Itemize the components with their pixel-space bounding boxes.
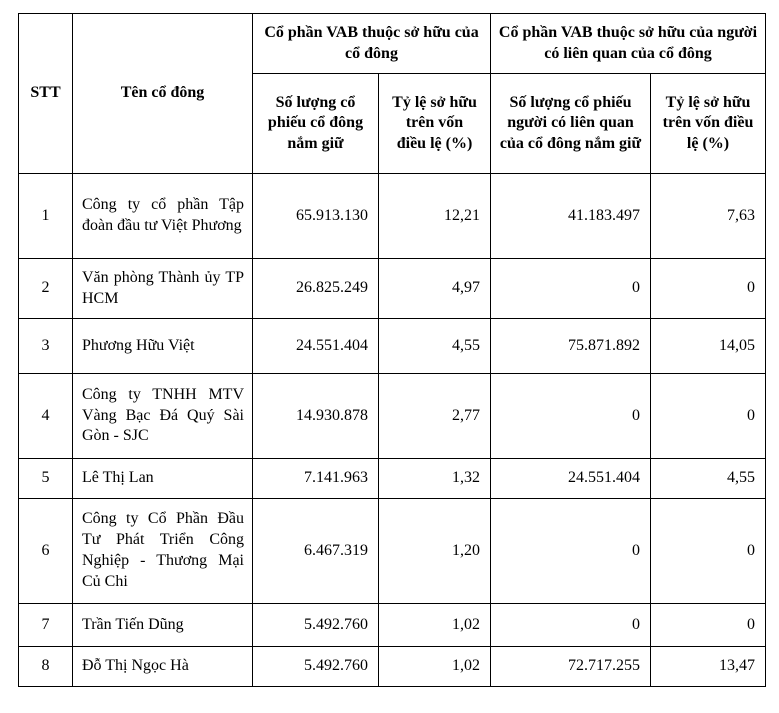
shares-cell: 7.141.963 xyxy=(252,458,379,499)
stt-cell: 6 xyxy=(18,498,73,604)
stt-cell: 1 xyxy=(18,173,73,259)
shares-cell: 5.492.760 xyxy=(252,646,379,687)
shareholder-name-cell: Phương Hữu Việt xyxy=(72,318,253,374)
table-row: 6 Công ty Cổ Phần Đầu Tư Phát Triển Công… xyxy=(18,498,767,604)
shares-cell: 24.551.404 xyxy=(252,318,379,374)
shareholder-name-cell: Văn phòng Thành ủy TP HCM xyxy=(72,258,253,319)
ownership-ratio-cell: 1,02 xyxy=(377,646,492,687)
ownership-ratio-cell: 4,55 xyxy=(377,318,492,374)
ownership-ratio-cell: 12,21 xyxy=(377,173,492,259)
stt-cell: 2 xyxy=(18,258,73,319)
shares-cell: 14.930.878 xyxy=(252,373,379,459)
shareholder-name-cell: Lê Thị Lan xyxy=(72,458,253,499)
header-ownership-ratio: Tỷ lệ sở hữu trên vốn điều lệ (%) xyxy=(377,73,492,174)
shareholder-name-cell: Trần Tiến Dũng xyxy=(72,603,253,647)
table-row: 7 Trần Tiến Dũng 5.492.760 1,02 0 0 xyxy=(18,603,767,647)
stt-cell: 7 xyxy=(18,603,73,647)
header-related-ownership-ratio: Tỷ lệ sở hữu trên vốn điều lệ (%) xyxy=(650,73,767,174)
related-shares-cell: 72.717.255 xyxy=(490,646,652,687)
shareholders-table: STT Tên cổ đông Cổ phần VAB thuộc sở hữu… xyxy=(18,13,767,687)
shareholder-name-cell: Công ty TNHH MTV Vàng Bạc Đá Quý Sài Gòn… xyxy=(72,373,253,459)
related-ratio-cell: 13,47 xyxy=(650,646,767,687)
table-row: 2 Văn phòng Thành ủy TP HCM 26.825.249 4… xyxy=(18,258,767,319)
related-ratio-cell: 0 xyxy=(650,258,767,319)
related-ratio-cell: 0 xyxy=(650,603,767,647)
related-shares-cell: 0 xyxy=(490,603,652,647)
shareholder-name-cell: Đỗ Thị Ngọc Hà xyxy=(72,646,253,687)
stt-cell: 4 xyxy=(18,373,73,459)
header-group-owned-by-shareholder: Cổ phần VAB thuộc sở hữu của cổ đông xyxy=(251,13,492,74)
ownership-ratio-cell: 2,77 xyxy=(377,373,492,459)
table-row: 4 Công ty TNHH MTV Vàng Bạc Đá Quý Sài G… xyxy=(18,373,767,459)
related-ratio-cell: 0 xyxy=(650,373,767,459)
table-row: 5 Lê Thị Lan 7.141.963 1,32 24.551.404 4… xyxy=(18,458,767,499)
related-ratio-cell: 0 xyxy=(650,498,767,604)
header-related-shares-held: Số lượng cổ phiếu người có liên quan của… xyxy=(490,73,652,174)
stt-cell: 8 xyxy=(18,646,73,687)
shareholder-name-cell: Công ty Cổ Phần Đầu Tư Phát Triển Công N… xyxy=(72,498,253,604)
shareholder-name-cell: Công ty cổ phần Tập đoàn đầu tư Việt Phư… xyxy=(72,173,253,259)
stt-cell: 3 xyxy=(18,318,73,374)
related-ratio-cell: 7,63 xyxy=(650,173,767,259)
ownership-ratio-cell: 4,97 xyxy=(377,258,492,319)
stt-cell: 5 xyxy=(18,458,73,499)
related-shares-cell: 24.551.404 xyxy=(490,458,652,499)
ownership-ratio-cell: 1,20 xyxy=(377,498,492,604)
header-stt: STT xyxy=(18,13,73,174)
header-group-owned-by-related-persons: Cổ phần VAB thuộc sở hữu của người có li… xyxy=(490,13,767,74)
related-shares-cell: 0 xyxy=(490,373,652,459)
related-ratio-cell: 14,05 xyxy=(650,318,767,374)
related-shares-cell: 0 xyxy=(490,258,652,319)
related-shares-cell: 0 xyxy=(490,498,652,604)
ownership-ratio-cell: 1,02 xyxy=(377,603,492,647)
table-row: 8 Đỗ Thị Ngọc Hà 5.492.760 1,02 72.717.2… xyxy=(18,646,767,687)
shares-cell: 6.467.319 xyxy=(252,498,379,604)
table-row: 3 Phương Hữu Việt 24.551.404 4,55 75.871… xyxy=(18,318,767,374)
header-shareholder-name: Tên cổ đông xyxy=(72,13,253,174)
shares-cell: 26.825.249 xyxy=(252,258,379,319)
table-row: 1 Công ty cổ phần Tập đoàn đầu tư Việt P… xyxy=(18,173,767,259)
shares-cell: 5.492.760 xyxy=(252,603,379,647)
shares-cell: 65.913.130 xyxy=(252,173,379,259)
related-ratio-cell: 4,55 xyxy=(650,458,767,499)
header-shares-held: Số lượng cổ phiếu cổ đông nắm giữ xyxy=(252,73,379,174)
ownership-ratio-cell: 1,32 xyxy=(377,458,492,499)
related-shares-cell: 41.183.497 xyxy=(490,173,652,259)
related-shares-cell: 75.871.892 xyxy=(490,318,652,374)
